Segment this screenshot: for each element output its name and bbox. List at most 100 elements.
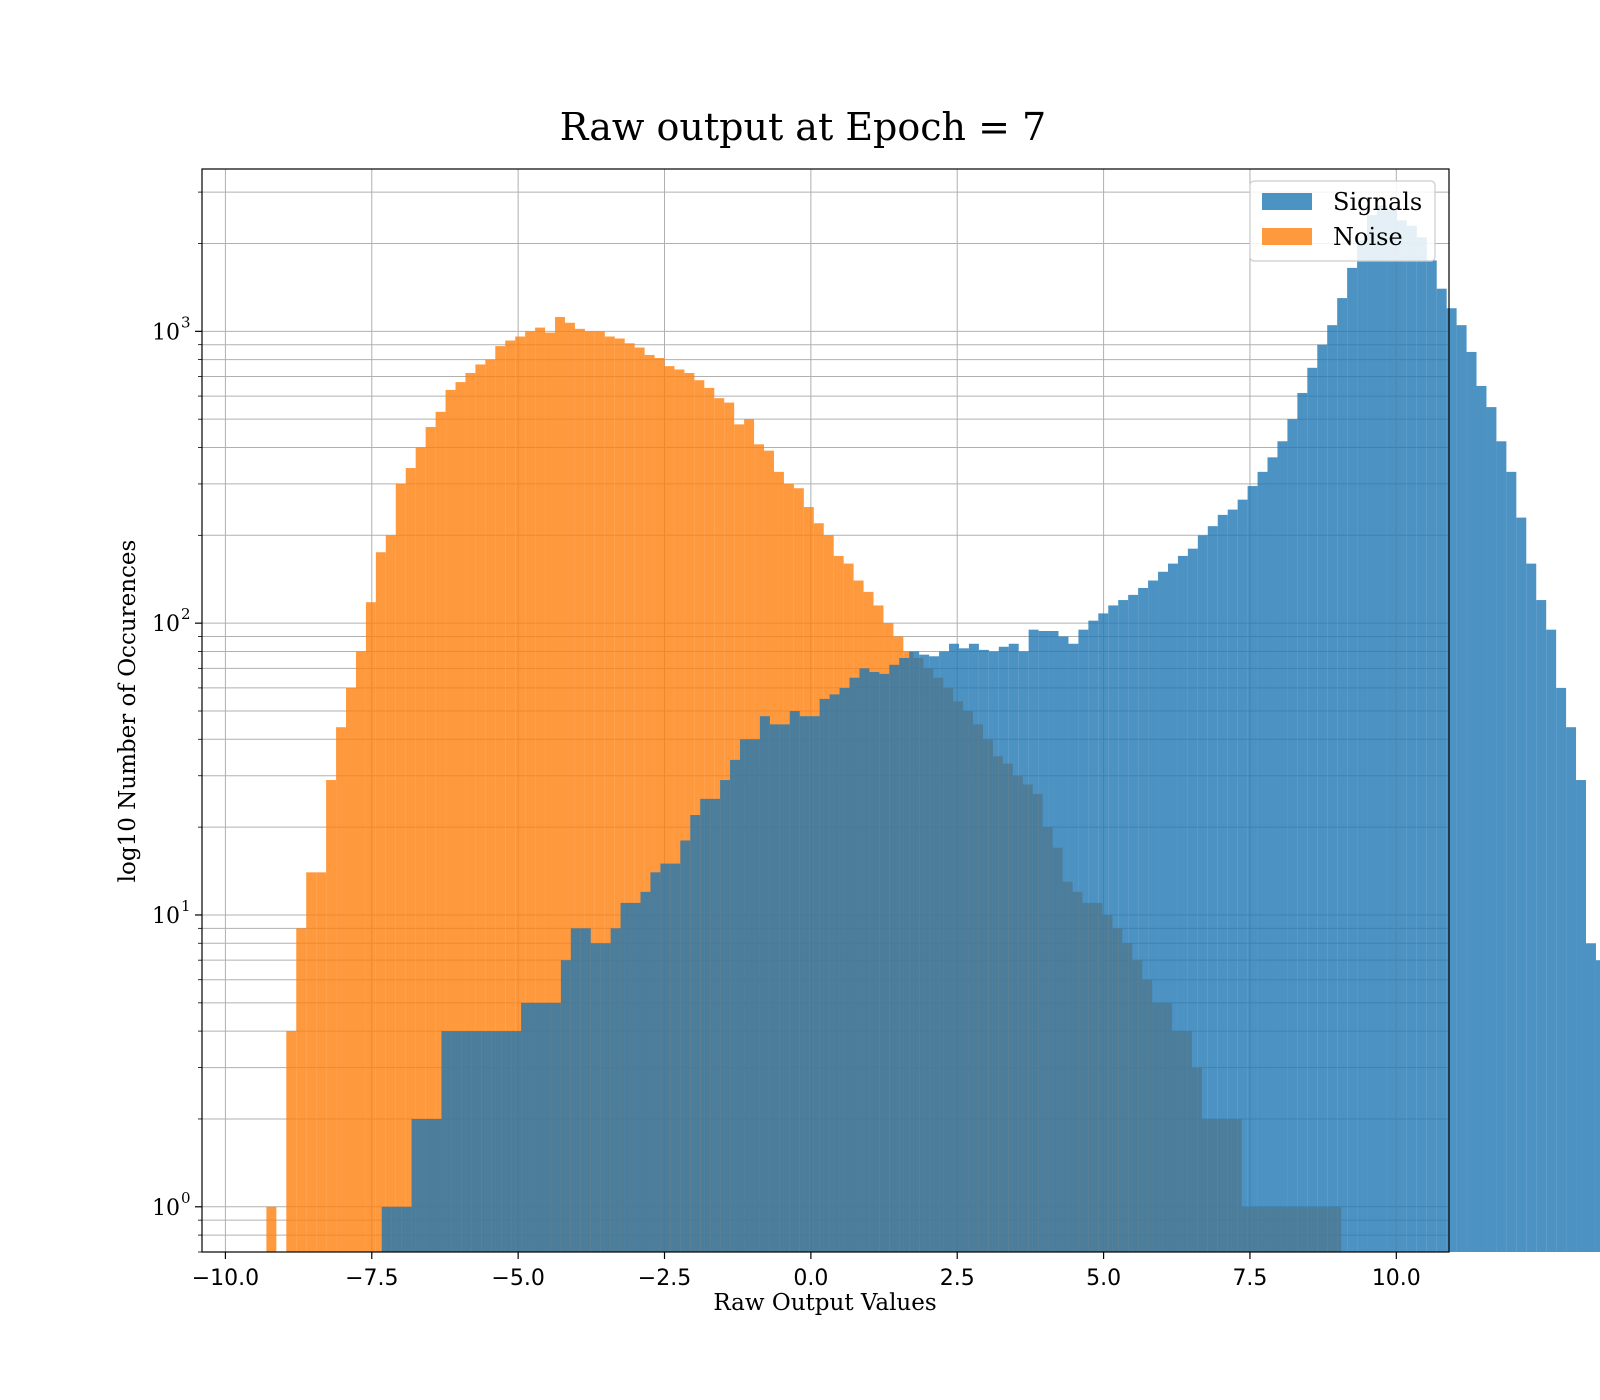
signals-bar [988,651,999,1252]
signals-bar [451,1031,462,1252]
noise-bar [286,1031,297,1252]
signals-bar [1486,407,1497,1252]
signals-bar [1197,535,1208,1252]
signals-bar [869,672,880,1252]
noise-bar [574,328,585,1252]
signals-bar [471,1031,482,1252]
noise-bar [385,535,396,1252]
signals-bar [1595,960,1600,1252]
signals-bar [809,716,820,1252]
x-tick-label: 2.5 [940,1266,975,1291]
signals-bar [600,943,611,1252]
x-tick-label: 5.0 [1086,1266,1121,1291]
y-tick-label: 10 [152,320,180,345]
noise-bar [515,336,526,1252]
signals-bar [1048,631,1059,1252]
signals-bar [919,654,930,1252]
signals-bar [620,902,631,1252]
signals-bar [431,1118,442,1252]
signals-bar [1386,210,1397,1252]
signals-bar [1118,600,1129,1252]
signals-bar [1426,260,1437,1253]
signals-bar [1088,620,1099,1252]
signals-bar [740,739,750,1252]
signals-bar [1526,563,1537,1252]
noise-bar [316,872,327,1252]
y-tick-exponent: 3 [181,313,191,331]
signals-bar [769,724,780,1252]
signals-bar [1347,267,1358,1253]
signals-bar [978,649,989,1252]
noise-bar [435,411,446,1253]
noise-bar [445,389,456,1252]
noise-bar [614,338,625,1252]
noise-bar [415,447,426,1253]
signals-bar [411,1118,422,1252]
signals-bar [590,943,601,1252]
legend: Signals Noise [1249,180,1436,262]
signals-bar [1138,587,1149,1252]
noise-bar [485,359,496,1252]
signals-bar [531,1002,541,1252]
signals-bar [1446,308,1457,1253]
signals-bar [909,651,920,1252]
signals-bar [998,646,1009,1252]
signals-bar [1158,571,1168,1252]
signals-bar [511,1031,522,1252]
y-tick-exponent: 2 [181,605,191,623]
signals-bar [1028,629,1039,1252]
signals-bar [1247,486,1258,1252]
noise-bar [365,602,376,1252]
signals-bar [501,1031,512,1252]
signals-bar [610,928,621,1252]
chart-title: Raw output at Epoch = 7 [560,105,1046,149]
signals-bar [939,651,950,1252]
y-tick-label: 10 [152,1196,180,1221]
signals-bar [521,1002,532,1252]
noise-bar [545,332,556,1252]
signals-bar [650,872,661,1252]
signals-bar [1058,636,1069,1252]
signals-bar [1148,580,1159,1252]
signals-bar [1406,225,1417,1253]
signals-bar [1566,727,1577,1252]
signals-bar [421,1118,432,1252]
signals-bar [899,657,910,1252]
signals-bar [1396,220,1407,1253]
signals-bar [1327,325,1338,1252]
signals-bar [550,1002,561,1252]
signals-bar [660,863,671,1252]
signals-bar [1108,605,1119,1252]
y-axis-label: log10 Number of Occurences [115,540,141,883]
signals-bar [690,815,701,1252]
signals-bar [779,724,790,1252]
signals-bar [1187,548,1198,1252]
signals-bar [889,664,900,1252]
y-tick-exponent: 1 [181,897,191,915]
signal-bars [381,205,1600,1253]
signals-bar [630,902,641,1252]
x-tick-label: 7.5 [1232,1266,1267,1291]
signals-bar [789,711,800,1252]
signals-bar [1556,687,1567,1252]
noise-bar [336,727,347,1252]
signals-bar [1496,441,1507,1252]
signals-bar [859,668,870,1252]
signals-bar [441,1031,452,1252]
signals-bar [1098,613,1109,1252]
signals-bar [1357,240,1368,1252]
signals-bar [730,759,741,1252]
signals-bar [560,960,571,1252]
x-tick-label: 0.0 [793,1266,828,1291]
x-axis-label: Raw Output Values [713,1290,936,1316]
legend-swatch-signals [1262,193,1312,210]
signals-bar [1367,215,1377,1253]
noise-bar [465,372,476,1252]
signals-bar [580,928,591,1252]
x-axis-ticks: −10.0 −7.5 −5.0 −2.5 0.0 2.5 5.0 7.5 10.0 [192,1252,1421,1291]
signals-bar [670,863,681,1252]
signals-bar [839,687,850,1252]
signals-bar [1068,643,1079,1252]
x-tick-label: −2.5 [638,1266,691,1291]
